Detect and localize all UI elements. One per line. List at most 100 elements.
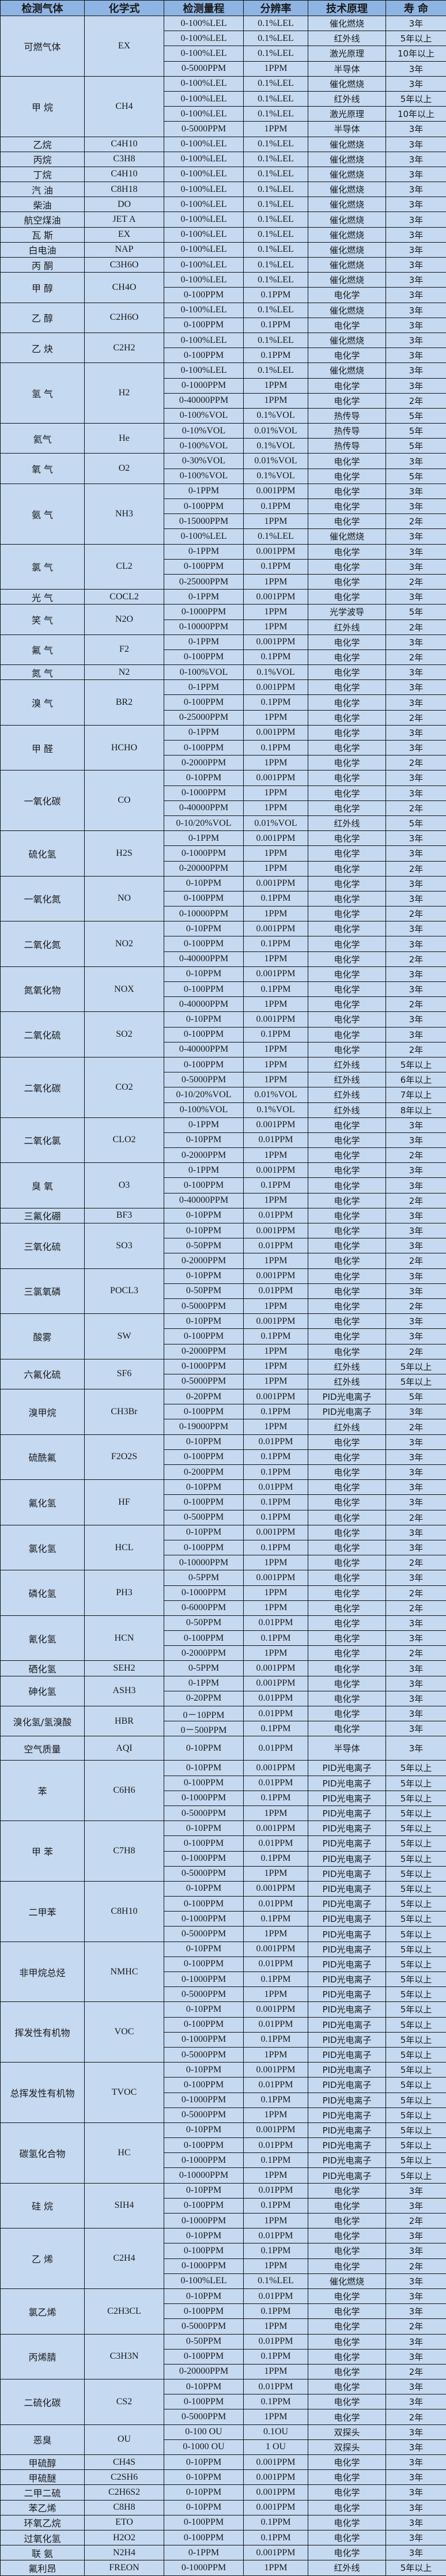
range-cell: 0-40000PPM bbox=[164, 800, 244, 815]
principle-cell: 电化学 bbox=[308, 1585, 386, 1600]
resolution-cell: 1PPM bbox=[244, 1806, 308, 1820]
lifespan-cell: 5年以上 bbox=[386, 1987, 446, 2002]
lifespan-cell: 2年 bbox=[386, 574, 446, 589]
lifespan-cell: 5年以上 bbox=[386, 31, 446, 46]
principle-cell: 电化学 bbox=[308, 2515, 386, 2530]
formula-cell: H2O2 bbox=[85, 2530, 164, 2545]
resolution-cell: 0.1PPM bbox=[244, 318, 308, 333]
gas-name-cell: 甲 苯 bbox=[1, 1821, 85, 1882]
resolution-cell: 1PPM bbox=[244, 2107, 308, 2122]
resolution-cell: 0.001PPM bbox=[244, 2002, 308, 2017]
resolution-cell: 1PPM bbox=[244, 997, 308, 1012]
lifespan-cell: 2年 bbox=[386, 951, 446, 966]
resolution-cell: 0.01PPM bbox=[244, 2017, 308, 2032]
lifespan-cell: 5年 bbox=[386, 815, 446, 830]
lifespan-cell: 3年 bbox=[386, 499, 446, 514]
lifespan-cell: 2年 bbox=[386, 1646, 446, 1661]
resolution-cell: 0.1PPM bbox=[244, 348, 308, 363]
resolution-cell: 1PPM bbox=[244, 785, 308, 800]
principle-cell: 电化学 bbox=[308, 710, 386, 725]
gas-name-cell: 苯 bbox=[1, 1761, 85, 1821]
range-cell: 0-10PPM bbox=[164, 2288, 244, 2303]
principle-cell: 电化学 bbox=[308, 1646, 386, 1661]
lifespan-cell: 3年 bbox=[386, 2228, 446, 2243]
range-cell: 0-1000PPM bbox=[164, 1359, 244, 1374]
lifespan-cell: 2年 bbox=[386, 1193, 446, 1208]
lifespan-cell: 3年 bbox=[386, 348, 446, 363]
gas-name-cell: 氟化氢 bbox=[1, 1480, 85, 1525]
range-cell: 0-10PPM bbox=[164, 1942, 244, 1956]
range-cell: 0-100%VOL bbox=[164, 408, 244, 423]
range-cell: 0-10PPM bbox=[164, 876, 244, 891]
principle-cell: 催化燃烧 bbox=[308, 16, 386, 31]
formula-cell: C2H3CL bbox=[85, 2288, 164, 2334]
principle-cell: PID光电离子 bbox=[308, 1912, 386, 1927]
range-cell: 0-100%LEL bbox=[164, 167, 244, 182]
resolution-cell: 0.001PPM bbox=[244, 1389, 308, 1404]
formula-cell: HCN bbox=[85, 1615, 164, 1661]
lifespan-cell: 2年 bbox=[386, 1600, 446, 1615]
range-cell: 0-1000PPM bbox=[164, 1851, 244, 1866]
resolution-cell: 0.001PPM bbox=[244, 1570, 308, 1585]
gas-name-cell: 甲硫醚 bbox=[1, 2470, 85, 2485]
formula-cell: SIH4 bbox=[85, 2183, 164, 2228]
range-cell: 0-1PPM bbox=[164, 2545, 244, 2560]
resolution-cell: 0.01PPM bbox=[244, 2078, 308, 2092]
lifespan-cell: 3年 bbox=[386, 182, 446, 197]
lifespan-cell: 2年 bbox=[386, 2258, 446, 2273]
range-cell: 0-100%VOL bbox=[164, 469, 244, 484]
lifespan-cell: 3年 bbox=[386, 2198, 446, 2213]
gas-name-cell: 臭 氧 bbox=[1, 1163, 85, 1208]
formula-cell: C2H4 bbox=[85, 2228, 164, 2289]
lifespan-cell: 5年以上 bbox=[386, 2017, 446, 2032]
range-cell: 0-10PPM bbox=[164, 2470, 244, 2485]
resolution-cell: 0.001PPM bbox=[244, 1163, 308, 1178]
lifespan-cell: 2年 bbox=[386, 997, 446, 1012]
lifespan-cell: 3年 bbox=[386, 529, 446, 544]
range-cell: 0-20000PPM bbox=[164, 861, 244, 876]
range-cell: 0-1000PPM bbox=[164, 2258, 244, 2273]
principle-cell: 催化燃烧 bbox=[308, 2273, 386, 2288]
range-cell: 0-10PPM bbox=[164, 2122, 244, 2137]
resolution-cell: 0.1PPM bbox=[244, 1851, 308, 1866]
formula-cell: EX bbox=[85, 16, 164, 77]
resolution-cell: 1PPM bbox=[244, 514, 308, 529]
range-cell: 0-1000PPM bbox=[164, 1912, 244, 1927]
principle-cell: 红外线 bbox=[308, 1057, 386, 1072]
resolution-cell: 1PPM bbox=[244, 1344, 308, 1359]
formula-cell: CH3Br bbox=[85, 1389, 164, 1435]
range-cell: 0-100PPM bbox=[164, 1631, 244, 1646]
range-cell: 0-1PPM bbox=[164, 484, 244, 498]
range-cell: 0-100PPM bbox=[164, 982, 244, 997]
resolution-cell: 0.01PPM bbox=[244, 1897, 308, 1912]
range-cell: 0-10PPM bbox=[164, 921, 244, 936]
range-cell: 0-100PPM bbox=[164, 936, 244, 951]
header-range: 检测量程 bbox=[164, 1, 244, 16]
resolution-cell: 0.001PPM bbox=[244, 1661, 308, 1676]
gas-name-cell: 溴化氢/氢溴酸 bbox=[1, 1706, 85, 1736]
formula-cell: CL2 bbox=[85, 544, 164, 590]
resolution-cell: 1PPM bbox=[244, 605, 308, 620]
lifespan-cell: 5年以上 bbox=[386, 1836, 446, 1851]
principle-cell: 电化学 bbox=[308, 2394, 386, 2409]
gas-name-cell: 氧 气 bbox=[1, 454, 85, 484]
principle-cell: PID光电离子 bbox=[308, 2092, 386, 2107]
lifespan-cell: 3年 bbox=[386, 1661, 446, 1676]
lifespan-cell: 5年以上 bbox=[386, 2122, 446, 2137]
principle-cell: 电化学 bbox=[308, 559, 386, 574]
range-cell: 0-10PPM bbox=[164, 966, 244, 981]
range-cell: 0-100PPM bbox=[164, 1776, 244, 1791]
resolution-cell: 0.1%LEL bbox=[244, 273, 308, 288]
resolution-cell: 0.1PPM bbox=[244, 499, 308, 514]
range-cell: 0-100%LEL bbox=[164, 303, 244, 318]
